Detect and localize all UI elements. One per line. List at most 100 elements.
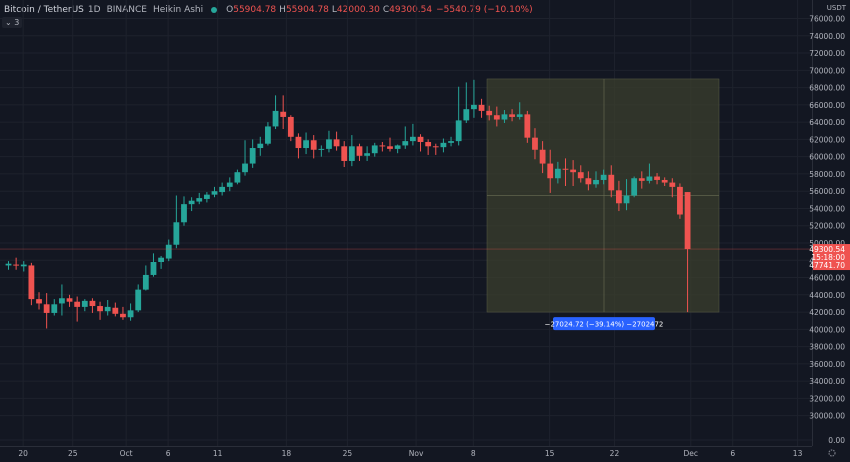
price-tick-label: 32000.00 (809, 394, 845, 403)
low-value: 42000.30 (336, 5, 380, 15)
candle-body (471, 104, 477, 110)
price-tick-label: 54000.00 (809, 204, 845, 213)
candle-body (501, 114, 508, 120)
price-tick-label: 36000.00 (809, 360, 845, 369)
candle-body (585, 178, 592, 185)
candle-body (181, 204, 187, 223)
candle (448, 136, 454, 147)
candle-body (265, 126, 271, 144)
candle (5, 261, 12, 270)
candle-body (135, 289, 142, 311)
candle (455, 86, 462, 146)
candle-body (242, 163, 248, 173)
candle (97, 301, 103, 320)
candle (20, 261, 27, 272)
countdown-value: 15:18:00 (811, 253, 845, 262)
candle (593, 171, 599, 188)
candle (501, 110, 508, 123)
candle (570, 160, 577, 187)
price-tick-label: 44000.00 (809, 291, 845, 300)
candle-body (684, 192, 691, 250)
candle (394, 144, 401, 154)
candle (242, 140, 248, 176)
candle-body (356, 146, 363, 156)
candle-body (333, 139, 340, 147)
interval-label[interactable]: 1D (87, 5, 101, 15)
time-tick-label: 11 (213, 449, 223, 458)
candle-body (387, 146, 393, 149)
indicator-collapse-button[interactable]: ⌄ 3 (2, 17, 23, 28)
candle-body (318, 148, 325, 150)
candle (379, 141, 386, 152)
candle-body (341, 146, 348, 161)
candle (661, 177, 668, 187)
candle-body (326, 139, 332, 149)
symbol-name[interactable]: Bitcoin / TetherUS (4, 5, 84, 15)
candle-body (13, 264, 20, 266)
candle-body (562, 168, 569, 170)
candle-body (646, 176, 653, 181)
candle-body (51, 304, 58, 313)
last-price-value: 49300.54 (809, 245, 845, 254)
price-tick-label: 70000.00 (809, 66, 845, 75)
candle (417, 134, 424, 152)
high-value: 55904.78 (285, 5, 329, 15)
candle-body (402, 141, 409, 146)
candle-body (310, 140, 317, 150)
symbol-header: Bitcoin / TetherUS 1D BINANCE Heikin Ash… (4, 3, 533, 17)
candle-body (295, 136, 302, 149)
candle-body (532, 137, 538, 150)
candle (150, 253, 157, 277)
candle-body (348, 146, 355, 161)
candle-body (203, 194, 210, 199)
candle-body (371, 145, 378, 154)
candle (493, 106, 500, 127)
candle-body (677, 186, 683, 215)
candle-body (478, 104, 485, 111)
candle (631, 176, 638, 198)
candle (326, 130, 332, 153)
open-key: O (226, 5, 234, 15)
candle-body (249, 148, 256, 164)
price-tick-label: 0.00 (828, 436, 845, 445)
candle (654, 173, 660, 185)
candle-body (463, 109, 470, 121)
candle-body (89, 300, 96, 307)
candle-body (219, 186, 226, 193)
candle-body (142, 274, 149, 290)
candle (318, 145, 325, 157)
candle (600, 169, 607, 185)
candle-body (127, 310, 134, 318)
candle-body (524, 114, 531, 138)
candle-body (364, 153, 371, 156)
candle-body (36, 299, 42, 304)
candle-body (81, 300, 88, 307)
price-tick-label: 56000.00 (809, 187, 845, 196)
price-tick-label: 62000.00 (809, 135, 845, 144)
time-tick-label: 13 (793, 449, 803, 458)
candle (74, 296, 81, 322)
candle (471, 79, 477, 118)
price-axis: USDT 76000.00 74000.00 72000.00 70000.00 6800… (809, 0, 850, 462)
candle-body (112, 307, 119, 314)
candle (554, 161, 561, 184)
candle-body (661, 179, 668, 183)
chevron-down-icon: ⌄ (5, 18, 12, 27)
measure-box (486, 78, 720, 313)
time-tick-label: 6 (730, 449, 735, 458)
candle (188, 197, 195, 212)
close-value: 49300.54 (389, 5, 433, 15)
price-tick-label: 64000.00 (809, 118, 845, 127)
price-tick-label: 30000.00 (809, 412, 845, 421)
candle-body (409, 136, 416, 142)
candle (669, 178, 676, 198)
candle-body (150, 261, 157, 275)
candle (287, 115, 294, 142)
candle-body (158, 257, 164, 262)
candle-body (280, 111, 287, 117)
candle (638, 171, 645, 189)
candle-body (654, 176, 660, 180)
candle (516, 102, 523, 120)
time-tick-label: 25 (68, 449, 78, 458)
